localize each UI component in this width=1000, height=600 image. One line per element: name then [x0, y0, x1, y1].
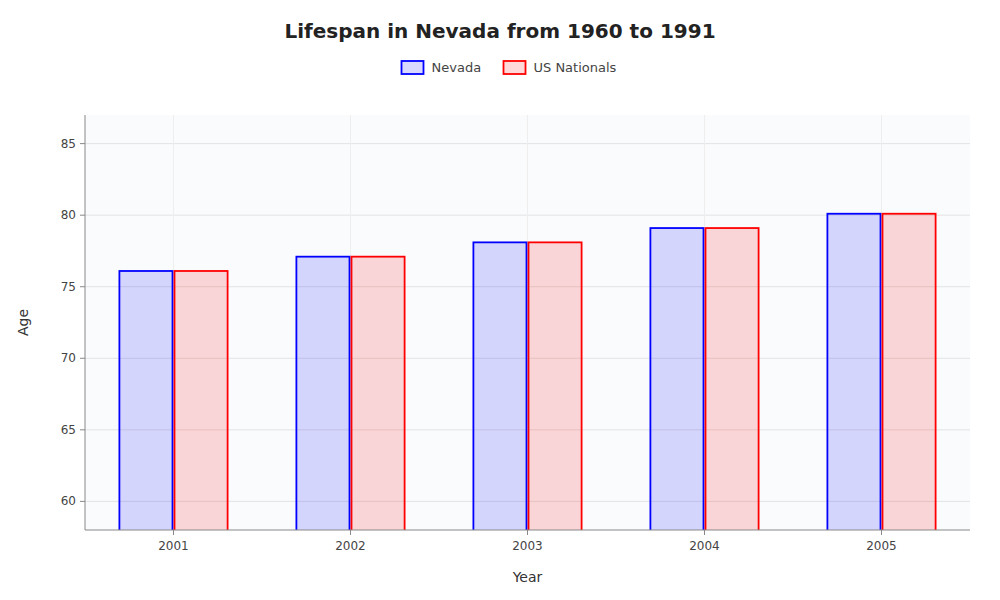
x-tick — [173, 530, 174, 535]
legend-label: US Nationals — [534, 60, 617, 75]
y-tick — [80, 358, 85, 359]
x-axis-label: Year — [512, 569, 543, 585]
y-tick — [80, 215, 85, 216]
bar — [706, 228, 759, 530]
legend-swatch — [504, 61, 526, 74]
x-tick-label: 2005 — [866, 539, 897, 553]
y-axis-label: Age — [15, 309, 31, 336]
y-tick — [80, 501, 85, 502]
x-tick-label: 2003 — [512, 539, 543, 553]
x-tick — [527, 530, 528, 535]
bar — [650, 228, 703, 530]
y-tick-label: 60 — [61, 494, 76, 508]
bar — [352, 257, 405, 530]
y-tick-label: 75 — [61, 280, 76, 294]
x-tick-label: 2002 — [335, 539, 366, 553]
y-tick-label: 70 — [61, 351, 76, 365]
x-tick-label: 2004 — [689, 539, 720, 553]
legend-label: Nevada — [432, 60, 482, 75]
x-tick-label: 2001 — [158, 539, 189, 553]
bar — [883, 214, 936, 530]
bar — [827, 214, 880, 530]
y-tick — [80, 143, 85, 144]
x-tick — [704, 530, 705, 535]
chart-svg: 60 65 70 75 80 85 2001 2002 2003 2004 2005 Year Age L… — [0, 0, 1000, 600]
x-tick — [350, 530, 351, 535]
y-axis-line — [85, 115, 86, 530]
legend: Nevada US Nationals — [402, 60, 617, 75]
y-tick-label: 65 — [61, 423, 76, 437]
bar — [529, 242, 582, 530]
bar — [473, 242, 526, 530]
bar — [119, 271, 172, 530]
title: Lifespan in Nevada from 1960 to 1991 — [284, 19, 715, 43]
y-tick-label: 80 — [61, 208, 76, 222]
bar — [296, 257, 349, 530]
bars — [119, 214, 935, 530]
bar — [175, 271, 228, 530]
legend-swatch — [402, 61, 424, 74]
y-tick-label: 85 — [61, 137, 76, 151]
x-tick — [881, 530, 882, 535]
chart-container: 60 65 70 75 80 85 2001 2002 2003 2004 2005 Year Age L… — [0, 0, 1000, 600]
y-tick — [80, 429, 85, 430]
y-tick — [80, 286, 85, 287]
